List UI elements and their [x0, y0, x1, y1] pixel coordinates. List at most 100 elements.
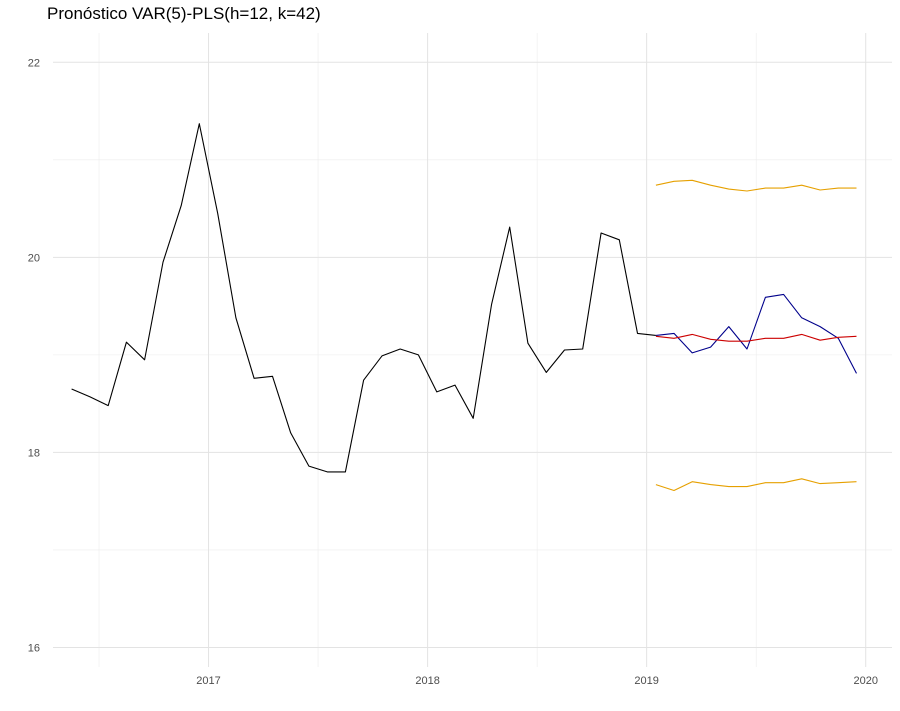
series-3 — [655, 179, 857, 192]
data-point — [126, 342, 127, 343]
data-point — [272, 376, 273, 377]
major-gridlines — [53, 33, 892, 667]
data-point — [801, 478, 802, 479]
chart-title: Pronóstico VAR(5)-PLS(h=12, k=42) — [47, 4, 321, 23]
y-tick-label: 16 — [28, 642, 40, 654]
data-point — [692, 334, 693, 335]
data-point — [710, 484, 711, 485]
x-axis: 2017 2018 2019 2020 — [196, 675, 878, 687]
data-point — [838, 338, 839, 339]
data-point — [400, 349, 401, 350]
data-point — [345, 471, 346, 472]
data-point — [254, 378, 255, 379]
data-point — [746, 486, 747, 487]
data-point — [728, 341, 729, 342]
data-point — [363, 380, 364, 381]
x-tick-label: 2018 — [415, 675, 439, 687]
data-point — [746, 341, 747, 342]
data-point — [838, 337, 839, 338]
data-point — [601, 232, 602, 233]
data-point — [856, 481, 857, 482]
data-point — [382, 355, 383, 356]
data-point — [674, 490, 675, 491]
data-point — [728, 326, 729, 327]
data-point — [783, 482, 784, 483]
data-point — [801, 317, 802, 318]
data-point — [856, 373, 857, 374]
data-point — [765, 188, 766, 189]
series-line — [71, 123, 656, 473]
data-point — [674, 181, 675, 182]
data-point — [746, 349, 747, 350]
data-point — [820, 326, 821, 327]
data-point — [655, 484, 656, 485]
data-point — [820, 340, 821, 341]
data-point — [746, 191, 747, 192]
data-point — [728, 486, 729, 487]
series-4 — [655, 478, 857, 492]
data-point — [509, 227, 510, 228]
data-point — [162, 262, 163, 263]
data-point — [108, 405, 109, 406]
series-line — [655, 333, 857, 342]
data-point — [838, 188, 839, 189]
series-0 — [71, 123, 656, 473]
data-point — [710, 339, 711, 340]
data-point — [728, 189, 729, 190]
data-point — [619, 239, 620, 240]
y-tick-label: 22 — [28, 57, 40, 69]
data-point — [564, 350, 565, 351]
data-point — [765, 482, 766, 483]
y-tick-label: 18 — [28, 447, 40, 459]
data-point — [71, 389, 72, 390]
data-point — [783, 188, 784, 189]
data-point — [89, 396, 90, 397]
series-line — [655, 293, 857, 374]
data-point — [582, 349, 583, 350]
data-point — [199, 123, 200, 124]
series-line — [655, 179, 857, 192]
data-point — [710, 347, 711, 348]
data-point — [527, 343, 528, 344]
series-1 — [655, 293, 857, 374]
data-point — [290, 432, 291, 433]
data-point — [820, 483, 821, 484]
series-2 — [655, 333, 857, 342]
data-point — [546, 372, 547, 373]
minor-gridlines — [53, 33, 892, 667]
data-point — [655, 185, 656, 186]
data-point — [838, 482, 839, 483]
data-point — [473, 418, 474, 419]
data-point — [655, 335, 656, 336]
data-point — [692, 180, 693, 181]
data-point — [454, 385, 455, 386]
data-point — [436, 391, 437, 392]
data-point — [637, 333, 638, 334]
y-axis: 16 18 20 22 — [28, 57, 40, 654]
data-point — [765, 297, 766, 298]
data-point — [144, 359, 145, 360]
data-point — [820, 190, 821, 191]
data-point — [710, 185, 711, 186]
x-tick-label: 2017 — [196, 675, 220, 687]
data-point — [765, 338, 766, 339]
data-point — [655, 336, 656, 337]
data-point — [801, 185, 802, 186]
data-point — [418, 354, 419, 355]
data-point — [181, 205, 182, 206]
data-point — [674, 333, 675, 334]
data-point — [491, 304, 492, 305]
data-point — [783, 338, 784, 339]
data-point — [801, 334, 802, 335]
data-point — [674, 338, 675, 339]
y-tick-label: 20 — [28, 252, 40, 264]
x-tick-label: 2020 — [853, 675, 877, 687]
series-lines — [71, 123, 857, 492]
data-point — [308, 466, 309, 467]
data-point — [692, 481, 693, 482]
data-point — [692, 352, 693, 353]
data-point — [235, 317, 236, 318]
x-tick-label: 2019 — [634, 675, 658, 687]
data-point — [783, 294, 784, 295]
